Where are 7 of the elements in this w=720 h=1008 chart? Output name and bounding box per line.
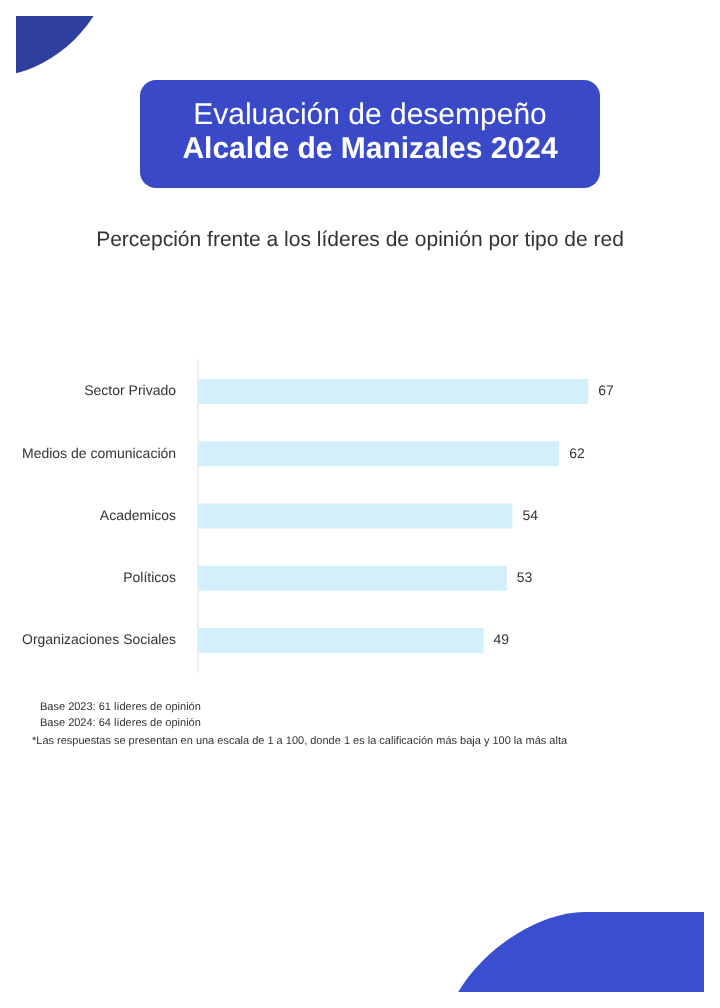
chart-subtitle: Percepción frente a los líderes de opinión por tipo de red [94,228,626,252]
chart-title: Evaluación de desempeño Alcalde de Manizales 2024 [180,98,560,166]
bar [198,503,513,529]
bar [198,379,589,404]
bar [198,628,484,653]
bar [198,441,560,467]
bar [198,565,507,591]
